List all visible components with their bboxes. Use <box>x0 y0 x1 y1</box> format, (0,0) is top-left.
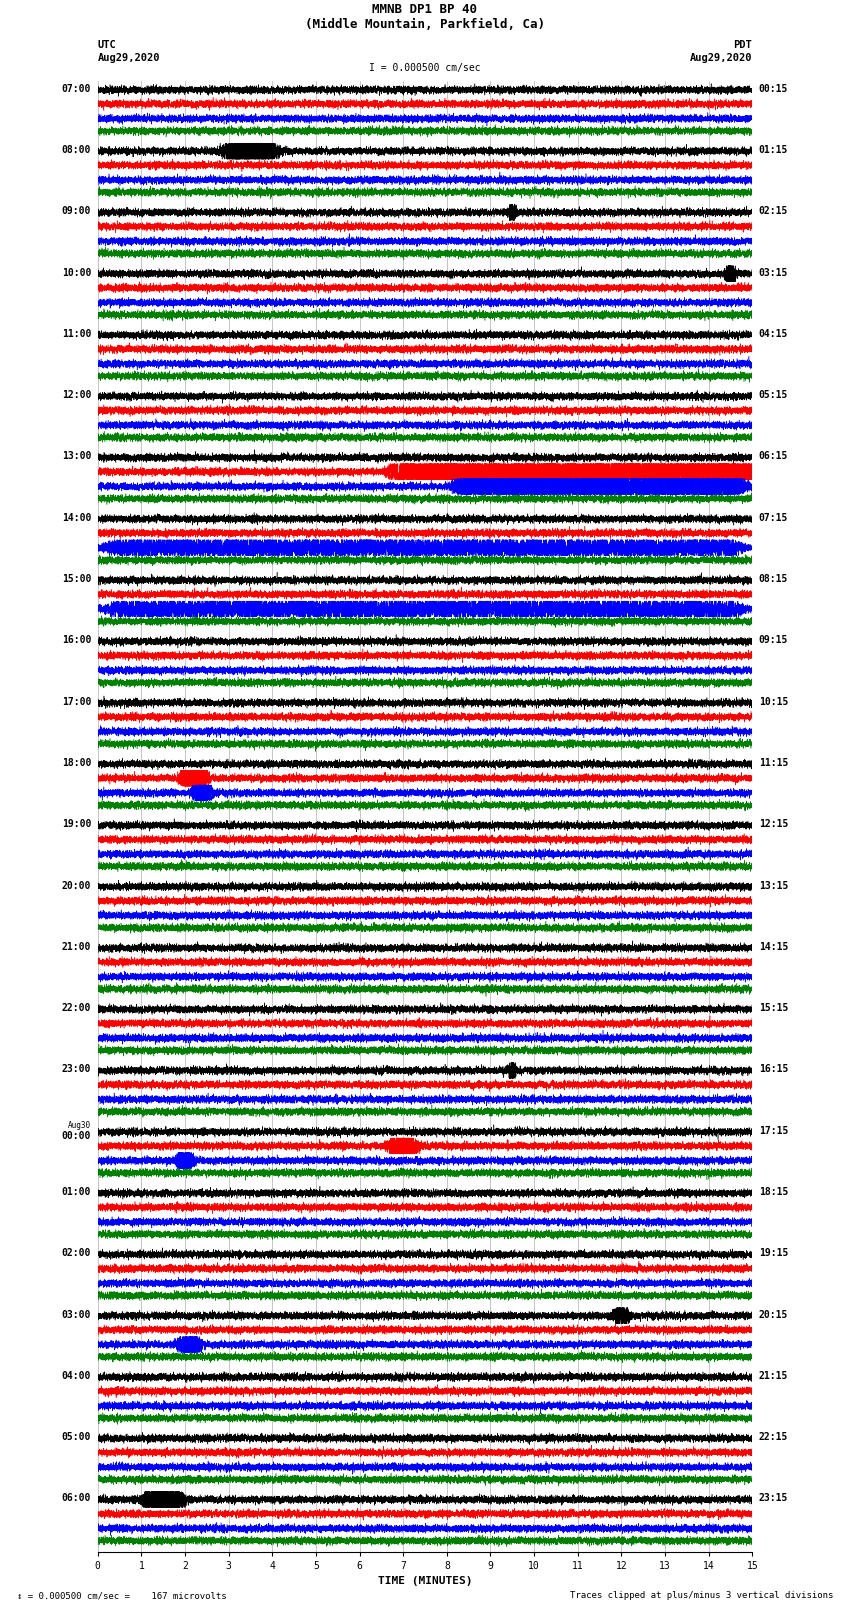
Text: 23:00: 23:00 <box>62 1065 91 1074</box>
Text: 07:15: 07:15 <box>759 513 788 523</box>
Text: 00:00: 00:00 <box>62 1131 91 1140</box>
Text: Aug30: Aug30 <box>68 1121 91 1131</box>
Text: 03:00: 03:00 <box>62 1310 91 1319</box>
X-axis label: TIME (MINUTES): TIME (MINUTES) <box>377 1576 473 1586</box>
Text: 22:15: 22:15 <box>759 1432 788 1442</box>
Text: 16:00: 16:00 <box>62 636 91 645</box>
Text: 13:15: 13:15 <box>759 881 788 890</box>
Text: Traces clipped at plus/minus 3 vertical divisions: Traces clipped at plus/minus 3 vertical … <box>570 1590 833 1600</box>
Text: Aug29,2020: Aug29,2020 <box>98 53 161 63</box>
Text: 10:00: 10:00 <box>62 268 91 277</box>
Text: UTC: UTC <box>98 40 116 50</box>
Text: 18:15: 18:15 <box>759 1187 788 1197</box>
Text: 17:00: 17:00 <box>62 697 91 706</box>
Text: 01:00: 01:00 <box>62 1187 91 1197</box>
Title: MMNB DP1 BP 40
(Middle Mountain, Parkfield, Ca): MMNB DP1 BP 40 (Middle Mountain, Parkfie… <box>305 3 545 31</box>
Text: 22:00: 22:00 <box>62 1003 91 1013</box>
Text: 02:15: 02:15 <box>759 206 788 216</box>
Text: 02:00: 02:00 <box>62 1248 91 1258</box>
Text: 15:00: 15:00 <box>62 574 91 584</box>
Text: 14:15: 14:15 <box>759 942 788 952</box>
Text: 11:00: 11:00 <box>62 329 91 339</box>
Text: 12:00: 12:00 <box>62 390 91 400</box>
Text: 12:15: 12:15 <box>759 819 788 829</box>
Text: 00:15: 00:15 <box>759 84 788 94</box>
Text: 18:00: 18:00 <box>62 758 91 768</box>
Text: 05:00: 05:00 <box>62 1432 91 1442</box>
Text: 21:15: 21:15 <box>759 1371 788 1381</box>
Text: 17:15: 17:15 <box>759 1126 788 1136</box>
Text: 09:00: 09:00 <box>62 206 91 216</box>
Text: 03:15: 03:15 <box>759 268 788 277</box>
Text: 05:15: 05:15 <box>759 390 788 400</box>
Text: 01:15: 01:15 <box>759 145 788 155</box>
Text: 06:00: 06:00 <box>62 1494 91 1503</box>
Text: 16:15: 16:15 <box>759 1065 788 1074</box>
Text: 14:00: 14:00 <box>62 513 91 523</box>
Text: 04:15: 04:15 <box>759 329 788 339</box>
Text: 04:00: 04:00 <box>62 1371 91 1381</box>
Text: 08:15: 08:15 <box>759 574 788 584</box>
Text: 11:15: 11:15 <box>759 758 788 768</box>
Text: 21:00: 21:00 <box>62 942 91 952</box>
Text: 09:15: 09:15 <box>759 636 788 645</box>
Text: 06:15: 06:15 <box>759 452 788 461</box>
Text: PDT: PDT <box>734 40 752 50</box>
Text: ↕ = 0.000500 cm/sec =    167 microvolts: ↕ = 0.000500 cm/sec = 167 microvolts <box>17 1590 227 1600</box>
Text: 07:00: 07:00 <box>62 84 91 94</box>
Text: 13:00: 13:00 <box>62 452 91 461</box>
Text: 20:00: 20:00 <box>62 881 91 890</box>
Text: 23:15: 23:15 <box>759 1494 788 1503</box>
Text: 10:15: 10:15 <box>759 697 788 706</box>
Text: 20:15: 20:15 <box>759 1310 788 1319</box>
Text: 19:15: 19:15 <box>759 1248 788 1258</box>
Text: 15:15: 15:15 <box>759 1003 788 1013</box>
Text: 19:00: 19:00 <box>62 819 91 829</box>
Text: 08:00: 08:00 <box>62 145 91 155</box>
Text: I = 0.000500 cm/sec: I = 0.000500 cm/sec <box>369 63 481 73</box>
Text: Aug29,2020: Aug29,2020 <box>689 53 752 63</box>
